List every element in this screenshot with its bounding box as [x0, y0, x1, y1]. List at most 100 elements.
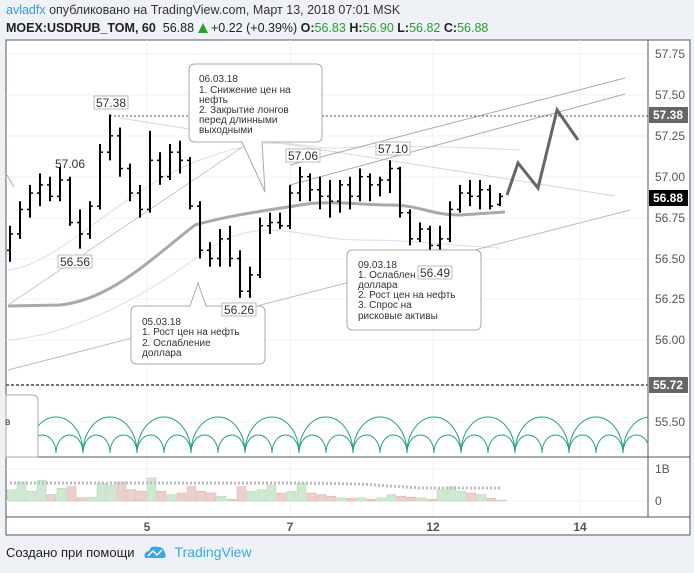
chart-canvas[interactable]: в 06.03.18 1. Снижение цен на нефть 2. З… — [0, 0, 694, 540]
tradingview-link[interactable]: TradingView — [174, 544, 252, 560]
ohlc-bar — [487, 184, 493, 210]
ohlc-bar — [367, 173, 373, 202]
author-link[interactable]: avladfx — [6, 3, 46, 17]
volume-bar — [466, 492, 477, 502]
ohlc-bar — [477, 179, 483, 210]
svg-text:56.00: 56.00 — [655, 333, 685, 347]
svg-text:56.25: 56.25 — [655, 292, 685, 306]
channel-upper-1[interactable] — [289, 77, 626, 166]
cycle-arc-small — [568, 434, 597, 454]
ohlc-bar — [327, 179, 333, 218]
price-label-high[interactable]: 57.10 — [375, 141, 411, 156]
channel-upper-2[interactable] — [289, 93, 626, 186]
volume-bar — [206, 492, 217, 502]
symbol-name: MOEX:USDRUB_TOM, 60 — [6, 21, 156, 35]
volume-bar — [426, 499, 437, 502]
ohlc-bar — [177, 140, 183, 174]
arc-clip — [648, 395, 690, 456]
ohlc-bar — [147, 130, 153, 213]
cycle-arc-large — [406, 416, 462, 454]
cycle-arc-small — [433, 434, 462, 454]
trendline-support[interactable] — [7, 141, 251, 306]
ohlc-bar — [247, 266, 253, 298]
cycle-arc-large — [352, 416, 408, 454]
ohlc-bar — [277, 212, 283, 230]
time-axis[interactable]: 5 7 12 14 — [144, 520, 587, 534]
volume-bar — [236, 486, 247, 502]
callout-line: выходными — [199, 125, 253, 136]
svg-text:56.50: 56.50 — [655, 252, 685, 266]
cycle-arc-small — [244, 434, 273, 454]
price-label-low[interactable]: 56.26 — [221, 302, 257, 317]
ohlc-bar — [467, 179, 473, 207]
volume-bar — [286, 491, 297, 502]
ohlc-bar — [307, 173, 313, 202]
volume-bar — [406, 496, 417, 502]
volume-bar — [366, 499, 377, 502]
callout-line: 3. Спрос на — [358, 300, 412, 311]
svg-text:57.75: 57.75 — [655, 47, 685, 61]
tradingview-logo-icon — [144, 546, 166, 558]
ohlc-bar — [167, 143, 173, 180]
ohlc-bar — [357, 168, 363, 202]
volume-bar — [176, 492, 187, 502]
svg-text:1B: 1B — [655, 462, 670, 476]
ohlc-bar — [47, 176, 53, 202]
ohlc-bar — [217, 229, 223, 267]
price-axis[interactable]: 57.75 57.50 57.25 57.00 56.75 56.50 56.2… — [655, 47, 685, 429]
callout-text: в — [5, 417, 10, 428]
svg-text:57.50: 57.50 — [655, 88, 685, 102]
open-value: 56.83 — [314, 21, 346, 35]
callout-05-03-18[interactable]: 05.03.18 1. Рост цен на нефть 2. Ослабле… — [130, 281, 266, 365]
volume-bar — [326, 495, 337, 502]
cycle-arc-large — [136, 416, 192, 454]
price-label-high[interactable]: 57.38 — [93, 95, 129, 110]
low-value: 56.82 — [409, 21, 441, 35]
close-label: C: — [443, 21, 458, 35]
volume-bar — [276, 492, 287, 502]
ohlc-bar — [87, 201, 93, 239]
ohlc-bar — [457, 184, 463, 213]
channel-lower[interactable] — [7, 209, 631, 371]
svg-text:56.88: 56.88 — [653, 191, 683, 205]
callout-09-03-18[interactable]: 09.03.18 1. Ослаблен доллара 2. Рост цен… — [346, 249, 482, 331]
callout-line: рисковые активы — [358, 311, 438, 322]
volume-bar — [136, 491, 147, 502]
svg-text:56.26: 56.26 — [224, 303, 254, 317]
callout-line: перед длинными — [199, 115, 277, 126]
price-label-low[interactable]: 56.56 — [57, 254, 93, 269]
cycle-arc-small — [460, 434, 489, 454]
callout-line: 1. Снижение цен на — [199, 85, 291, 96]
cycle-arc-large — [244, 416, 300, 454]
price-label-high[interactable]: 57.06 — [285, 148, 321, 163]
price-label-low[interactable]: 56.49 — [417, 265, 453, 280]
callout-06-03-18[interactable]: 06.03.18 1. Снижение цен на нефть 2. Зак… — [188, 63, 323, 193]
cycle-arc-small — [55, 434, 84, 454]
cycle-arc-large — [460, 416, 516, 454]
volume-bar — [356, 497, 367, 502]
volume-bar — [376, 497, 387, 502]
ohlc-bar — [17, 201, 23, 239]
ohlc-bar — [207, 242, 213, 267]
footer: Создано при помощи TradingView — [6, 544, 252, 560]
cycle-arc-large — [82, 416, 138, 454]
callout-hidden[interactable]: в — [5, 394, 39, 458]
envelope-lower — [7, 229, 501, 341]
cycle-arc-large — [298, 416, 354, 454]
cycle-arc-small — [595, 434, 624, 454]
volume-bar — [76, 497, 87, 502]
volume-bar — [456, 491, 467, 502]
volume-bar — [296, 483, 307, 502]
price-label[interactable]: 57.06 — [55, 157, 85, 171]
ohlc-bar — [137, 184, 143, 218]
volume-bar — [106, 484, 117, 502]
ohlc-bar — [57, 166, 63, 202]
ohlc-bar — [407, 209, 413, 246]
price-change: +0.22 (+0.39%) — [211, 21, 298, 35]
open-label: O: — [300, 21, 315, 35]
badge-55-72: 55.72 — [649, 377, 688, 393]
forecast-path[interactable] — [505, 106, 580, 196]
svg-text:57.00: 57.00 — [655, 170, 685, 184]
ohlc-bar — [397, 166, 403, 218]
svg-text:14: 14 — [573, 520, 587, 534]
